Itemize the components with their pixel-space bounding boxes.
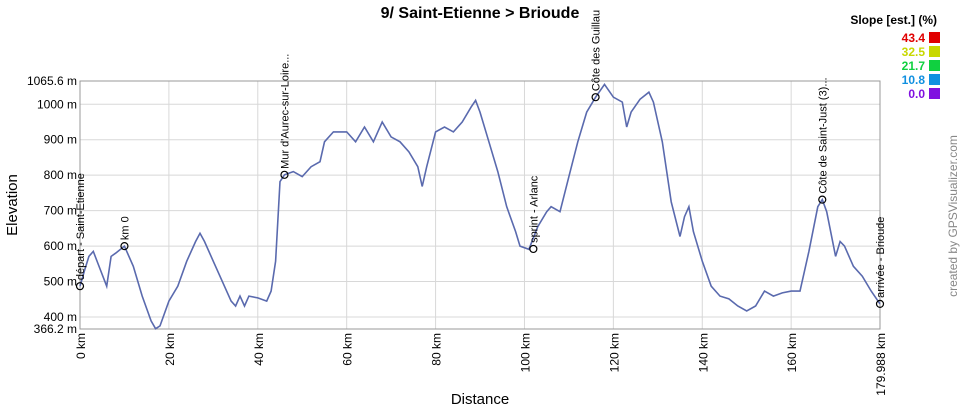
x-tick-label: 0 km bbox=[74, 333, 88, 359]
chart-title: 9/ Saint-Etienne > Brioude bbox=[381, 5, 580, 22]
waypoint-label: arrivée - Brioude bbox=[875, 217, 887, 298]
y-tick-label: 400 m bbox=[44, 310, 77, 324]
waypoint bbox=[280, 170, 289, 179]
x-tick-label: 40 km bbox=[252, 333, 266, 366]
y-tick-label: 600 m bbox=[44, 239, 77, 253]
y-tick-label: 500 m bbox=[44, 275, 77, 289]
legend-label: 21.7 bbox=[902, 59, 926, 73]
plot-frame bbox=[79, 80, 881, 330]
elevation-line bbox=[79, 82, 881, 330]
x-axis-label: Distance bbox=[451, 391, 509, 408]
y-tick-label: 366.2 m bbox=[34, 322, 77, 336]
legend-swatch bbox=[929, 32, 940, 43]
x-tick-label: 100 km bbox=[518, 333, 532, 372]
waypoint bbox=[591, 93, 600, 102]
y-tick-label: 900 m bbox=[44, 133, 77, 147]
waypoint-label: Mur d'Aurec-sur-Loire... bbox=[279, 54, 291, 169]
waypoint bbox=[875, 299, 885, 308]
x-tick-label: 20 km bbox=[163, 333, 177, 366]
y-tick-label: 800 m bbox=[44, 168, 77, 182]
waypoint bbox=[75, 282, 85, 291]
legend-label: 43.4 bbox=[902, 31, 926, 45]
x-tick-label: 120 km bbox=[607, 333, 621, 372]
waypoint-label: km 0 bbox=[119, 216, 131, 240]
y-axis-label: Elevation bbox=[4, 174, 21, 236]
waypoint-label: Côte de Saint-Just (3)... bbox=[817, 77, 829, 193]
legend-label: 10.8 bbox=[902, 73, 926, 87]
waypoint-label: Côte des Guillau bbox=[591, 10, 603, 91]
waypoint bbox=[529, 244, 538, 254]
legend-swatch bbox=[929, 60, 940, 71]
x-tick-label: 60 km bbox=[341, 333, 355, 366]
credit: created by GPSVisualizer.com bbox=[946, 135, 960, 297]
legend-label: 0.0 bbox=[908, 87, 925, 101]
waypoint bbox=[818, 195, 827, 204]
waypoint bbox=[120, 241, 129, 251]
waypoint-label: départ - Saint-Etienne bbox=[75, 173, 87, 280]
legend-label: 32.5 bbox=[902, 45, 926, 59]
legend-title: Slope [est.] (%) bbox=[850, 13, 937, 27]
x-tick-label: 140 km bbox=[696, 333, 710, 372]
waypoint-label: sprint - Arlanc bbox=[528, 175, 540, 243]
legend-swatch bbox=[929, 88, 940, 99]
legend-swatch bbox=[929, 46, 940, 57]
x-tick-label: 160 km bbox=[785, 333, 799, 372]
legend-swatch bbox=[929, 74, 940, 85]
x-tick-label: 179.988 km bbox=[874, 333, 888, 396]
y-tick-label: 1065.6 m bbox=[27, 74, 77, 88]
y-tick-label: 1000 m bbox=[37, 97, 77, 111]
y-tick-label: 700 m bbox=[44, 204, 77, 218]
x-tick-label: 80 km bbox=[430, 333, 444, 366]
